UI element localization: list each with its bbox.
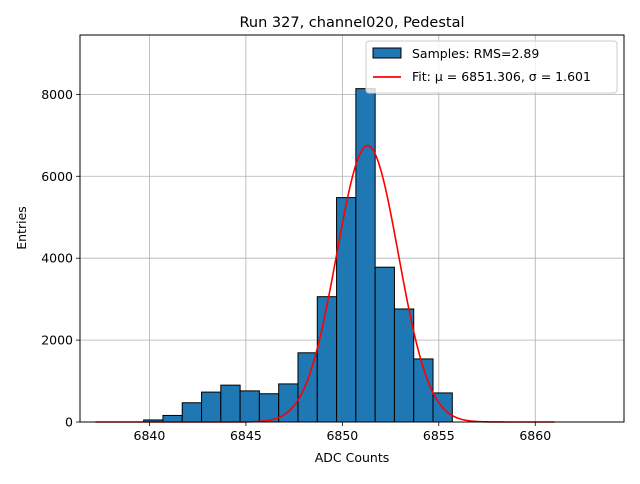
- histogram-bar: [220, 384, 241, 423]
- y-tick-label: 2000: [41, 333, 73, 348]
- histogram-bar: [162, 414, 183, 423]
- histogram-bar: [316, 296, 338, 423]
- y-tick-label: 0: [65, 415, 73, 430]
- y-axis-ticks: 0 2000 4000 6000 8000: [41, 87, 80, 430]
- histogram-bar: [393, 308, 415, 423]
- legend: Samples: RMS=2.89 Fit: μ = 6851.306, σ =…: [365, 40, 618, 94]
- y-axis-label: Entries: [14, 206, 29, 250]
- histogram-bar: [181, 402, 203, 423]
- histogram-bar: [355, 88, 376, 423]
- histogram-bar: [258, 393, 280, 423]
- y-tick-label: 6000: [41, 169, 73, 184]
- legend-swatch-samples: [372, 47, 402, 59]
- histogram-bar: [297, 352, 318, 423]
- x-axis-ticks: 6840 6845 6850 6855 6860: [134, 422, 551, 443]
- histogram-bar: [201, 391, 222, 423]
- legend-label-fit: Fit: μ = 6851.306, σ = 1.601: [412, 69, 591, 84]
- x-tick-label: 6840: [134, 428, 166, 443]
- y-tick-label: 8000: [41, 87, 73, 102]
- x-tick-label: 6845: [230, 428, 262, 443]
- histogram-bar: [374, 266, 395, 423]
- histogram-bar: [336, 197, 357, 423]
- x-tick-label: 6860: [519, 428, 551, 443]
- histogram-bar: [239, 390, 260, 423]
- x-axis-label: ADC Counts: [315, 450, 390, 465]
- x-tick-label: 6850: [326, 428, 358, 443]
- legend-label-samples: Samples: RMS=2.89: [412, 46, 539, 61]
- x-tick-label: 6855: [423, 428, 455, 443]
- y-tick-label: 4000: [41, 251, 73, 266]
- chart-title: Run 327, channel020, Pedestal: [239, 15, 464, 31]
- plot-frame: [79, 34, 625, 423]
- legend-frame: [365, 40, 618, 94]
